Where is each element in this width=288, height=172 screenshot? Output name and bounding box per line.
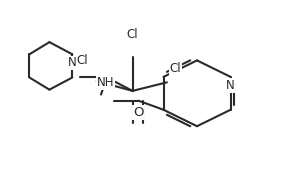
Text: Cl: Cl [170, 62, 181, 76]
Text: Cl: Cl [77, 54, 88, 67]
Text: N: N [226, 79, 235, 92]
Text: N: N [68, 56, 77, 69]
Text: O: O [133, 106, 143, 119]
Text: Cl: Cl [127, 28, 138, 41]
Text: NH: NH [96, 76, 114, 89]
